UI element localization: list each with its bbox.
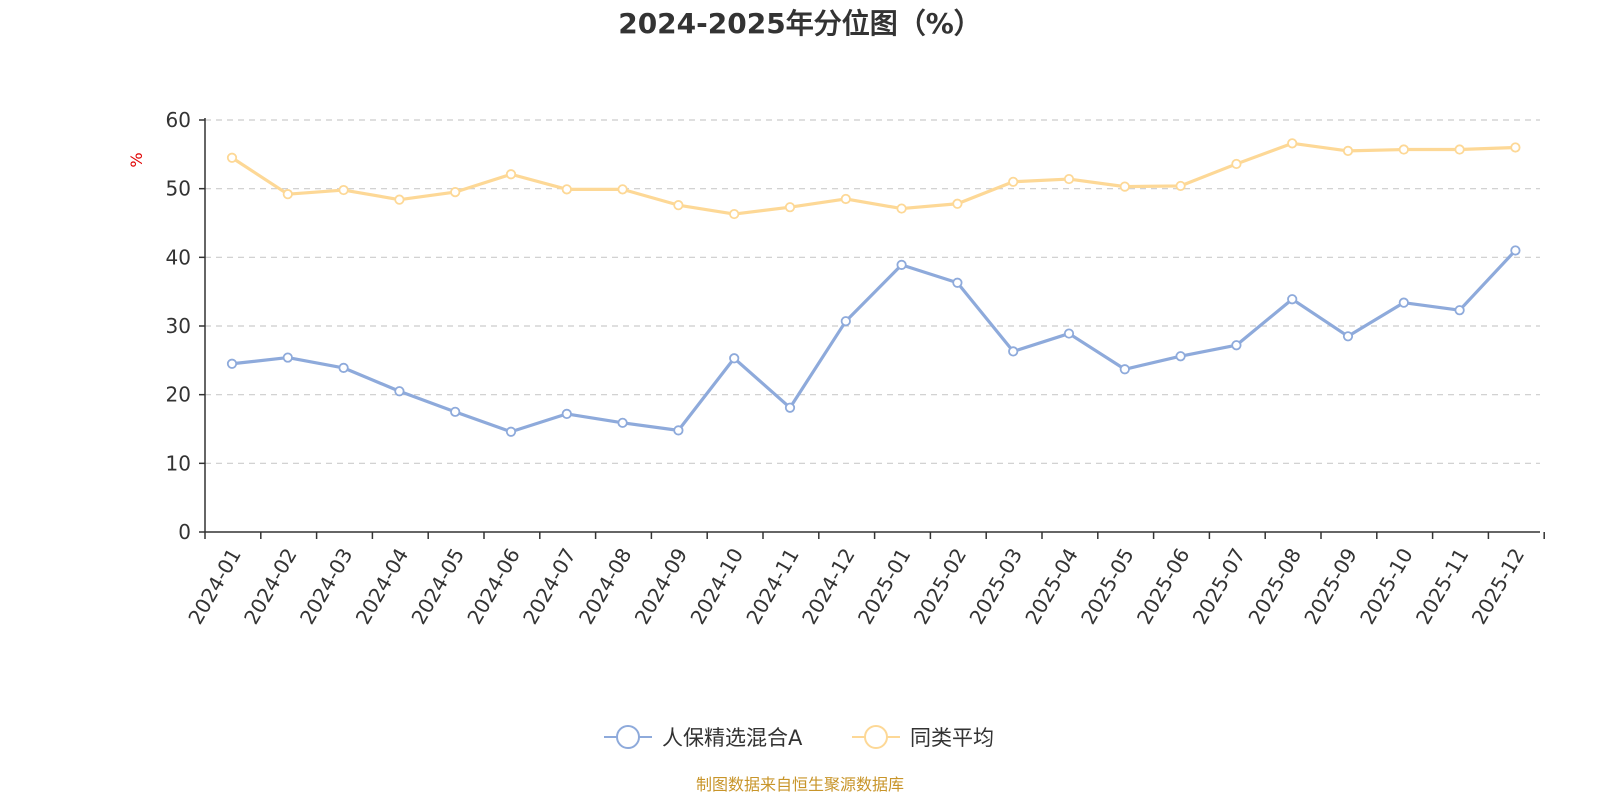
data-point (1287, 294, 1298, 305)
data-point (394, 194, 405, 205)
x-tick-label: 2025-08 (1243, 544, 1306, 628)
data-point (561, 184, 572, 195)
legend-item[interactable]: 同类平均 (852, 725, 994, 750)
data-point (505, 426, 517, 437)
legend-item[interactable]: 人保精选混合A (604, 725, 803, 750)
data-source-note: 制图数据来自恒生聚源数据库 (696, 775, 904, 794)
x-tick-label: 2025-10 (1355, 544, 1418, 628)
data-point (1008, 346, 1019, 357)
gridlines (205, 119, 1540, 464)
data-point (394, 386, 405, 397)
x-tick-label: 2025-11 (1411, 544, 1474, 628)
data-point (1063, 173, 1075, 185)
x-tick-label: 2025-01 (853, 544, 916, 628)
series-line (230, 141, 1518, 216)
data-point (784, 202, 796, 213)
data-point (1119, 181, 1130, 192)
data-point (1398, 297, 1409, 308)
y-tick-label: 10 (166, 451, 191, 475)
series-0 (226, 245, 1521, 437)
data-point (1398, 144, 1409, 155)
x-tick-label: 2024-10 (685, 544, 748, 628)
x-tick-label: 2024-11 (741, 544, 804, 628)
y-tick-label: 20 (166, 383, 191, 407)
x-tick-label: 2025-12 (1467, 544, 1530, 628)
x-tick-label: 2024-07 (518, 544, 581, 628)
data-point (1231, 158, 1242, 170)
data-point (338, 184, 349, 196)
data-point (952, 277, 963, 288)
x-tick-label: 2025-05 (1076, 544, 1139, 628)
x-tick-label: 2025-04 (1020, 544, 1083, 628)
series-lines (226, 138, 1521, 437)
data-point (1175, 180, 1186, 192)
series-line (230, 248, 1518, 434)
data-point (282, 189, 293, 200)
y-tick-label: 40 (166, 245, 191, 269)
x-tick-label: 2025-02 (909, 544, 972, 628)
x-tick-label: 2024-01 (183, 544, 246, 628)
series-1 (226, 138, 1521, 220)
legend-marker (864, 725, 888, 749)
data-point (1287, 138, 1298, 149)
data-point (840, 193, 851, 205)
data-point (1119, 364, 1130, 375)
data-point (784, 402, 796, 413)
x-tick-label: 2024-12 (797, 544, 860, 628)
legend-marker (616, 725, 640, 749)
x-tick-label: 2025-09 (1299, 544, 1362, 628)
y-tick-label: 0 (178, 520, 191, 544)
legend-label: 人保精选混合A (662, 726, 803, 750)
data-point (338, 362, 349, 373)
data-point (840, 316, 851, 327)
data-point (226, 358, 238, 369)
data-point (673, 200, 684, 211)
axes: 01020304050602024-012024-022024-032024-0… (166, 108, 1545, 628)
x-tick-label: 2024-02 (239, 544, 302, 628)
data-point (896, 203, 907, 214)
data-point (1008, 176, 1019, 187)
data-point (1063, 328, 1075, 339)
data-point (450, 406, 461, 417)
legend-label: 同类平均 (910, 726, 994, 750)
y-tick-label: 60 (166, 108, 191, 132)
legend[interactable]: 人保精选混合A 同类平均 (604, 725, 994, 750)
data-point (561, 408, 572, 419)
x-tick-label: 2024-09 (630, 544, 693, 628)
data-point (952, 198, 963, 209)
data-point (617, 417, 628, 428)
x-tick-label: 2025-03 (964, 544, 1027, 628)
data-point (1175, 351, 1186, 362)
data-point (1454, 305, 1465, 316)
data-point (450, 187, 461, 198)
y-axis-unit-label: % (127, 152, 146, 167)
x-tick-label: 2024-08 (574, 544, 637, 628)
x-tick-label: 2024-04 (351, 544, 414, 628)
data-point (1454, 144, 1465, 155)
data-point (1510, 142, 1521, 153)
data-point (1342, 331, 1354, 342)
x-tick-label: 2025-07 (1188, 544, 1251, 628)
chart-title: 2024-2025年分位图（%） (618, 7, 982, 40)
data-point (282, 352, 293, 363)
data-point (673, 425, 684, 436)
data-point (1231, 340, 1242, 351)
data-point (729, 208, 740, 220)
y-tick-label: 50 (166, 177, 191, 201)
data-point (617, 184, 628, 195)
y-tick-label: 30 (166, 314, 191, 338)
data-point (505, 169, 517, 180)
x-tick-label: 2024-06 (462, 544, 525, 628)
data-point (729, 353, 740, 364)
data-point (896, 259, 907, 270)
x-tick-label: 2024-05 (406, 544, 469, 628)
x-tick-label: 2025-06 (1132, 544, 1195, 628)
data-point (1510, 245, 1521, 256)
x-tick-label: 2024-03 (295, 544, 358, 628)
data-point (226, 152, 238, 163)
data-point (1342, 145, 1354, 156)
